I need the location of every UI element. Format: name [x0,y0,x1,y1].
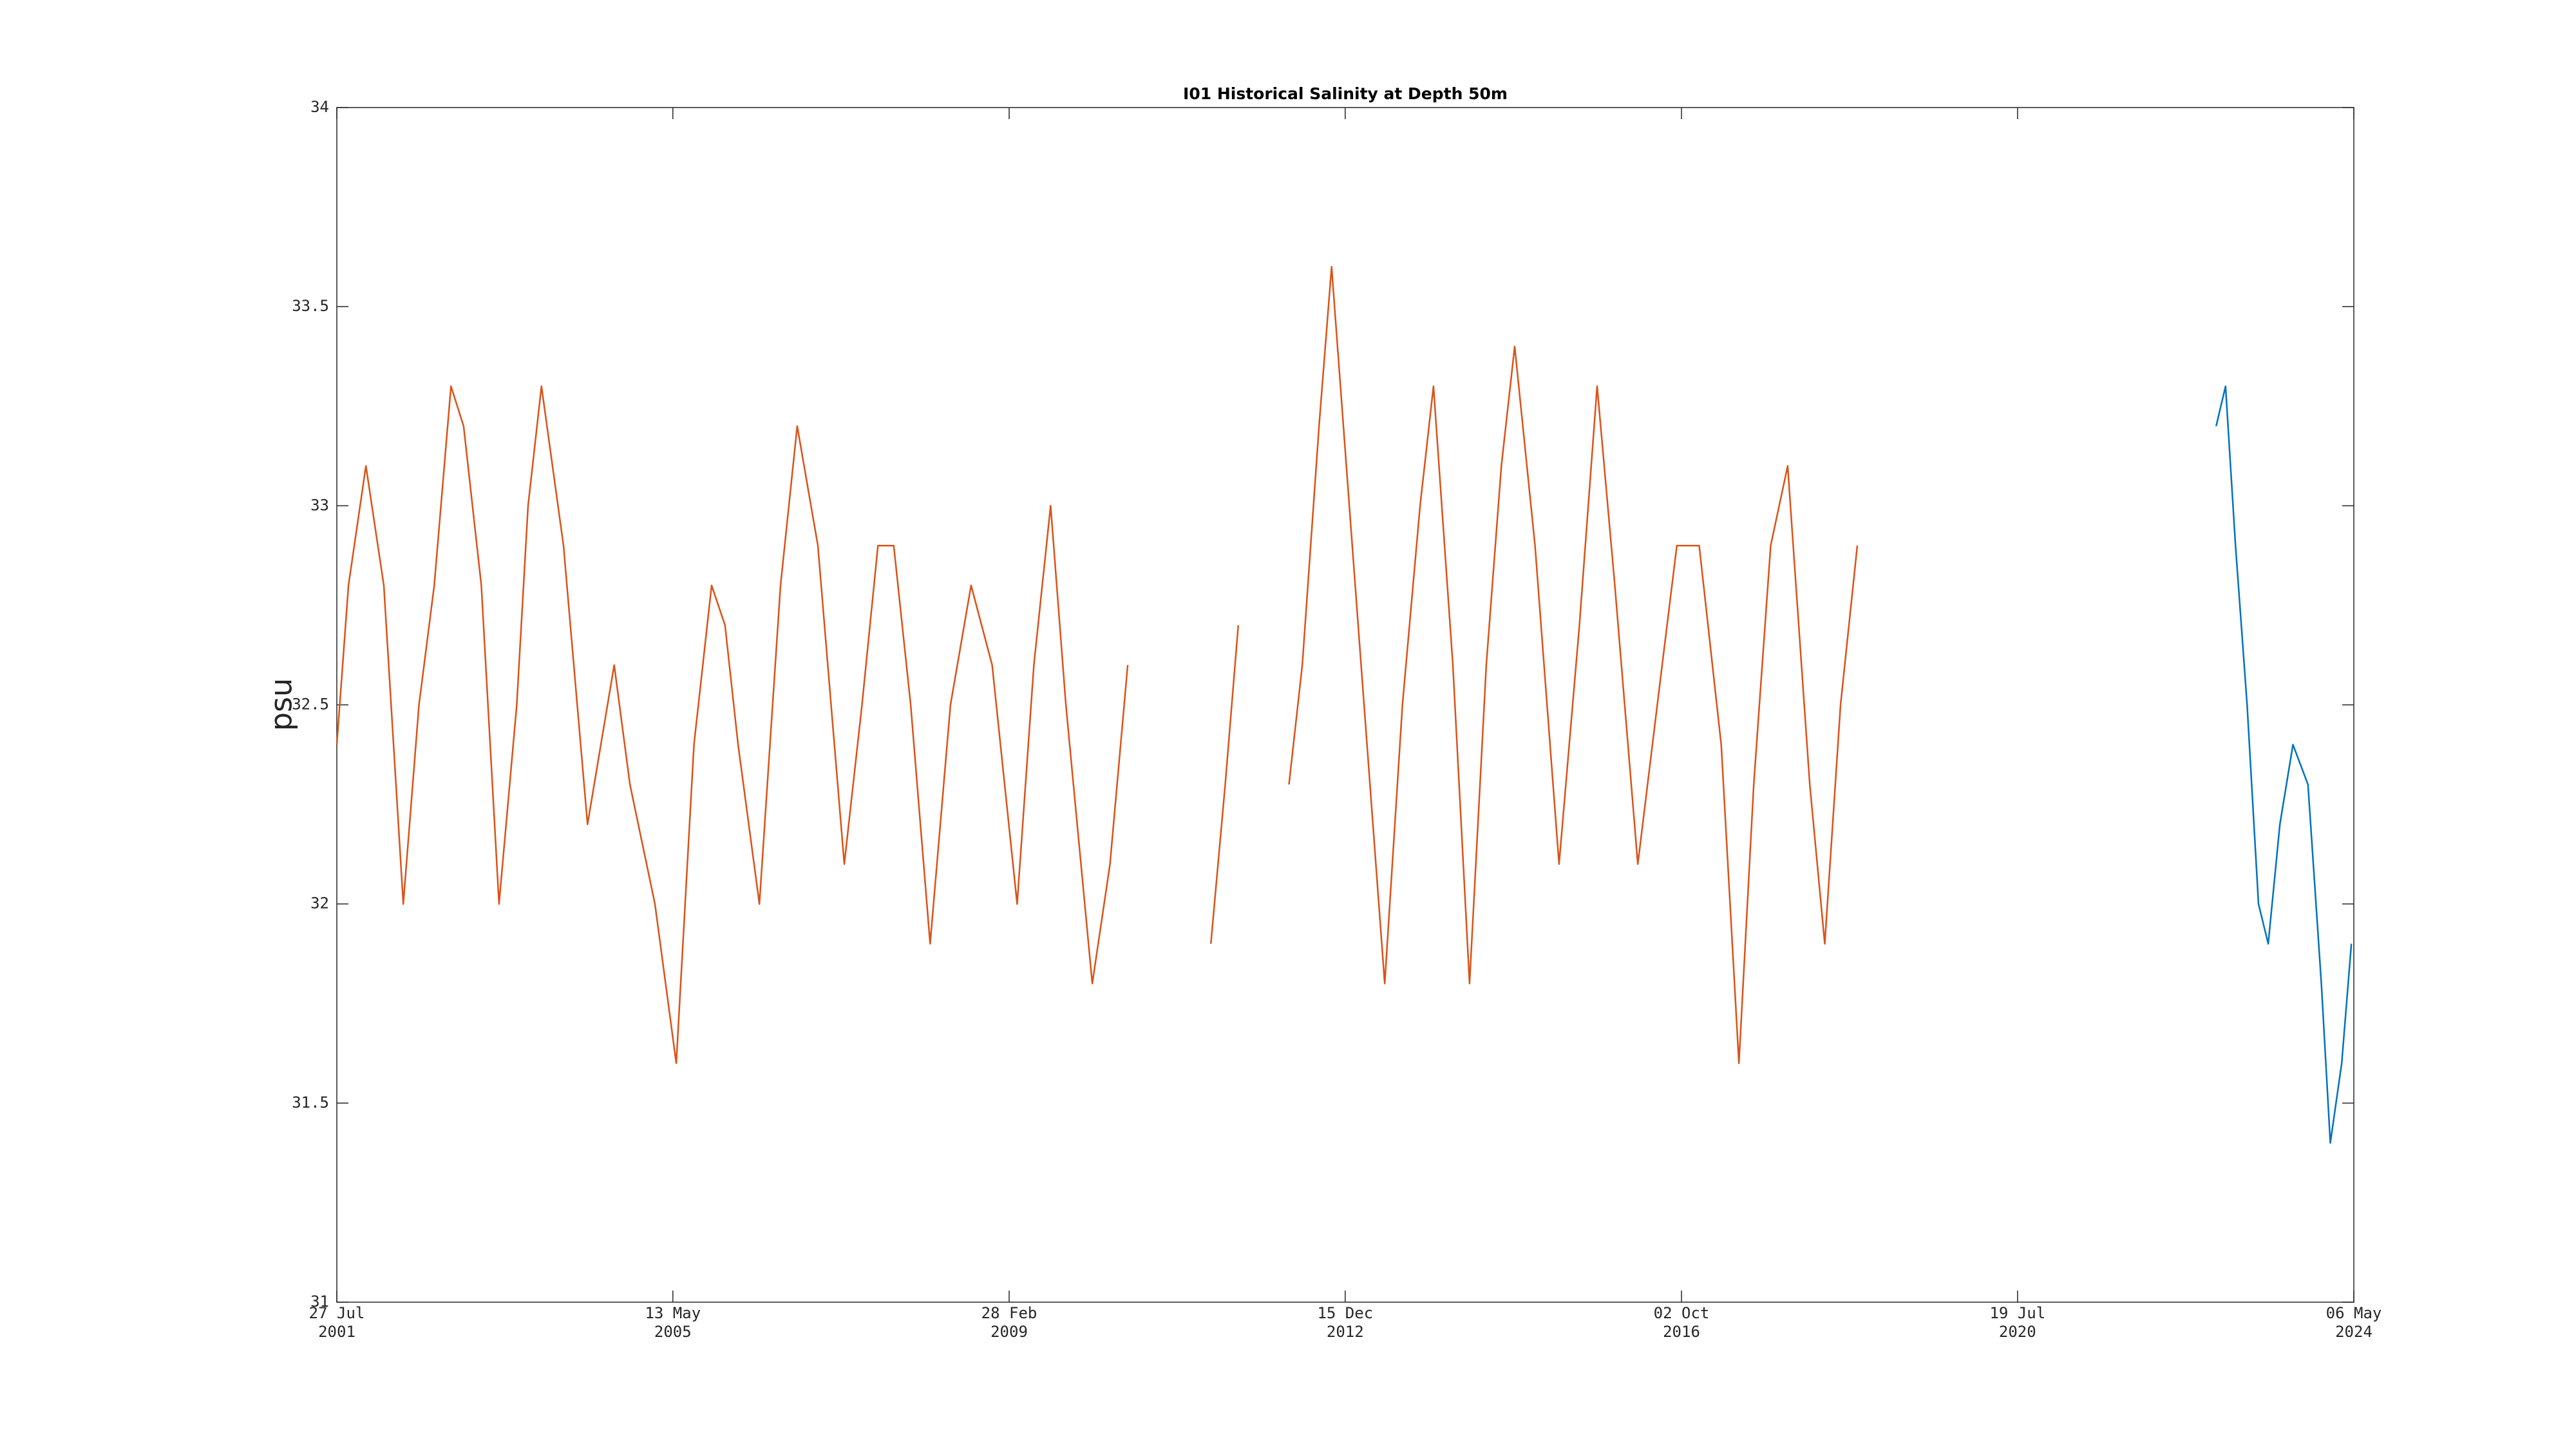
y-tick-label: 34 [310,98,329,116]
y-tick-label: 32 [310,895,329,913]
y-axis-label: psu [264,678,299,731]
x-tick-label: 15 Dec [1317,1304,1373,1322]
x-tick-label: 2012 [1327,1323,1364,1341]
x-tick-label: 2016 [1663,1323,1700,1341]
x-tick-label: 02 Oct [1654,1304,1710,1322]
y-tick-label: 31 [310,1293,329,1311]
y-tick-label: 32.5 [292,696,329,714]
x-tick-label: 2020 [1999,1323,2036,1341]
x-tick-label: 2009 [990,1323,1028,1341]
y-tick-label: 31.5 [292,1094,329,1112]
x-tick-label: 2024 [2335,1323,2372,1341]
x-tick-label: 28 Feb [981,1304,1037,1322]
series-line [2215,385,2353,1144]
x-tick-label: 19 Jul [1989,1304,2045,1322]
y-tick-label: 33.5 [292,297,329,315]
x-tick-label: 13 May [645,1304,701,1322]
chart-title: I01 Historical Salinity at Depth 50m [1183,84,1508,103]
y-tick-label: 33 [310,496,329,514]
x-tick-label: 27 Jul [309,1304,365,1322]
x-tick-label: 2001 [318,1323,355,1341]
x-tick-label: 06 May [2326,1304,2382,1322]
x-tick-label: 2005 [654,1323,692,1341]
series-line [336,266,1859,1065]
